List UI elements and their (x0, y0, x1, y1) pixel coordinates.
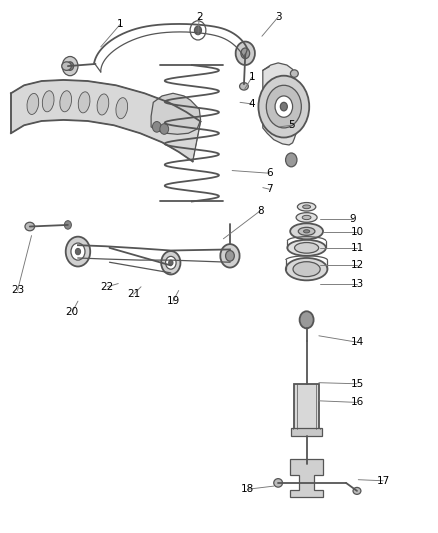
Text: 11: 11 (350, 243, 364, 253)
Circle shape (64, 221, 71, 229)
Ellipse shape (240, 83, 248, 90)
Text: 2: 2 (196, 12, 203, 22)
Circle shape (194, 26, 201, 35)
Text: 13: 13 (350, 279, 364, 288)
Text: 12: 12 (350, 260, 364, 270)
Circle shape (160, 124, 169, 134)
Text: 15: 15 (350, 379, 364, 389)
Ellipse shape (97, 94, 109, 115)
Polygon shape (263, 63, 298, 145)
Circle shape (241, 48, 250, 59)
Circle shape (226, 251, 234, 261)
Ellipse shape (62, 62, 71, 70)
Circle shape (266, 85, 301, 128)
Text: 21: 21 (127, 289, 140, 299)
Circle shape (236, 42, 255, 65)
Text: 6: 6 (266, 168, 273, 178)
Ellipse shape (303, 205, 311, 209)
Ellipse shape (294, 243, 318, 253)
Ellipse shape (116, 98, 127, 119)
Circle shape (62, 56, 78, 76)
Text: 5: 5 (288, 120, 295, 130)
Text: 16: 16 (350, 398, 364, 407)
Text: 8: 8 (257, 206, 264, 215)
Text: 4: 4 (248, 99, 255, 109)
Text: 10: 10 (350, 227, 364, 237)
Circle shape (280, 102, 287, 111)
Ellipse shape (78, 92, 90, 113)
Ellipse shape (298, 227, 315, 236)
Ellipse shape (290, 223, 323, 239)
Circle shape (286, 153, 297, 167)
Text: 1: 1 (248, 72, 255, 82)
Polygon shape (290, 459, 323, 497)
Bar (294, 384, 319, 429)
Text: 1: 1 (117, 19, 124, 29)
Ellipse shape (286, 258, 327, 280)
Text: 7: 7 (266, 184, 273, 194)
Text: 14: 14 (350, 337, 364, 347)
Circle shape (66, 237, 90, 266)
Text: 22: 22 (101, 282, 114, 292)
Ellipse shape (27, 93, 39, 115)
Ellipse shape (304, 230, 310, 233)
Circle shape (166, 256, 176, 269)
Circle shape (75, 248, 81, 255)
Circle shape (190, 21, 206, 40)
Circle shape (220, 244, 240, 268)
Text: 9: 9 (349, 214, 356, 223)
Text: 20: 20 (66, 307, 79, 317)
Circle shape (152, 122, 161, 132)
Circle shape (275, 96, 293, 117)
Ellipse shape (25, 222, 35, 231)
Ellipse shape (274, 479, 283, 487)
Circle shape (300, 311, 314, 328)
Ellipse shape (290, 70, 298, 77)
Text: 17: 17 (377, 476, 390, 486)
Circle shape (258, 76, 309, 138)
Bar (291, 428, 322, 436)
Text: 18: 18 (241, 484, 254, 494)
Circle shape (71, 243, 85, 260)
Polygon shape (11, 80, 201, 161)
Circle shape (169, 260, 173, 265)
Text: 3: 3 (275, 12, 282, 22)
Text: 23: 23 (11, 286, 24, 295)
Ellipse shape (293, 262, 320, 277)
Ellipse shape (353, 487, 361, 495)
Ellipse shape (287, 240, 326, 256)
Ellipse shape (302, 215, 311, 220)
Ellipse shape (42, 91, 54, 112)
Ellipse shape (296, 213, 317, 222)
Ellipse shape (297, 203, 316, 211)
Circle shape (161, 251, 180, 274)
Circle shape (67, 62, 74, 70)
Ellipse shape (60, 91, 71, 112)
Text: 19: 19 (166, 296, 180, 306)
Polygon shape (151, 93, 201, 134)
